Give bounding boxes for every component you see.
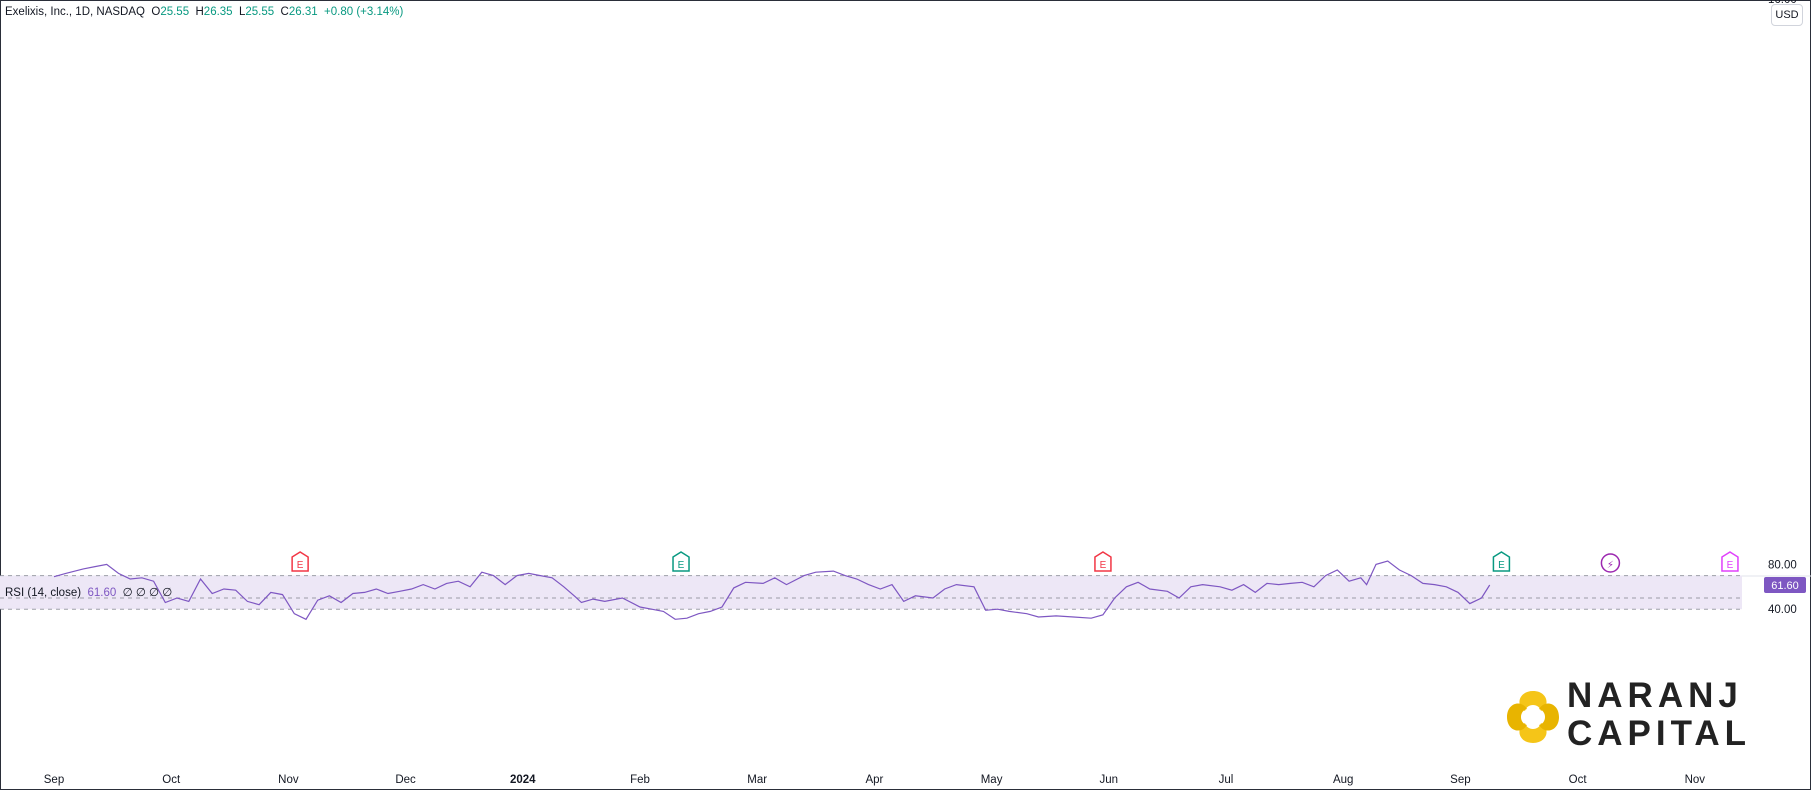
time-axis-tick: Jul: [1219, 774, 1234, 786]
time-axis-tick: 2024: [510, 774, 536, 786]
high-value: 26.35: [203, 6, 233, 18]
rsi-value: 61.60: [87, 587, 117, 599]
currency-button[interactable]: USD: [1771, 4, 1803, 26]
open-label: O: [151, 6, 161, 18]
dividend-marker-icon: [1600, 553, 1621, 573]
symbol-info: Exelixis, Inc., 1D, NASDAQ: [5, 6, 145, 18]
rsi-axis-tick: 40.00: [1768, 604, 1797, 616]
naranj-capital-logo: NARANJ CAPITAL: [1505, 675, 1795, 755]
time-axis-tick: Nov: [278, 774, 299, 786]
rsi-axis-tick: 80.00: [1768, 559, 1797, 571]
earnings-marker-icon: [1492, 551, 1511, 572]
logo-line1: NARANJ: [1567, 676, 1743, 715]
close-value: 26.31: [288, 6, 318, 18]
time-axis-tick: Sep: [1450, 774, 1470, 786]
change-value: +0.80 (+3.14%): [324, 6, 404, 18]
earnings-marker-icon: [1094, 551, 1112, 572]
logo-line2: CAPITAL: [1567, 714, 1752, 753]
logo-mark-icon: [1507, 691, 1559, 743]
earnings-marker-icon: [1721, 551, 1739, 572]
time-axis-tick: Jun: [1100, 774, 1119, 786]
low-value: 25.55: [245, 6, 275, 18]
rsi-extra: ∅ ∅ ∅ ∅: [122, 587, 173, 599]
time-axis-tick: Feb: [630, 774, 650, 786]
earnings-marker-label: E: [678, 560, 685, 571]
open-value: 25.55: [160, 6, 190, 18]
rsi-legend: RSI (14, close) 61.60 ∅ ∅ ∅ ∅: [5, 585, 172, 599]
symbol-legend: Exelixis, Inc., 1D, NASDAQ O25.55 H26.35…: [5, 6, 403, 18]
rsi-tag-label: 61.60: [1771, 580, 1799, 592]
earnings-marker-icon: [672, 551, 690, 572]
time-axis-tick: Oct: [162, 774, 181, 786]
time-axis-tick: Dec: [395, 774, 416, 786]
rsi-tag-bg: [1764, 577, 1806, 594]
price-axis-tick: 16.00: [1768, 0, 1797, 6]
earnings-marker-label: E: [297, 560, 304, 571]
close-label: C: [280, 6, 289, 18]
high-label: H: [195, 6, 204, 18]
time-axis-tick: Nov: [1685, 774, 1706, 786]
time-axis-tick: May: [981, 774, 1003, 786]
earnings-marker-label: E: [1498, 560, 1505, 571]
rsi-name: RSI (14, close): [5, 587, 82, 599]
time-axis-tick: Sep: [44, 774, 64, 786]
rsi-band: [0, 575, 1742, 610]
time-axis-tick: Mar: [747, 774, 767, 786]
earnings-marker-icon: [291, 551, 309, 572]
rsi-line: [53, 560, 1491, 621]
low-label: L: [238, 6, 246, 18]
earnings-marker-label: E: [1727, 560, 1734, 571]
time-axis-tick: Oct: [1569, 774, 1588, 786]
time-axis-tick: Aug: [1333, 774, 1353, 786]
time-axis-tick: Apr: [865, 774, 883, 786]
earnings-marker-label: ⚡: [1607, 560, 1614, 571]
earnings-marker-label: E: [1100, 560, 1107, 571]
